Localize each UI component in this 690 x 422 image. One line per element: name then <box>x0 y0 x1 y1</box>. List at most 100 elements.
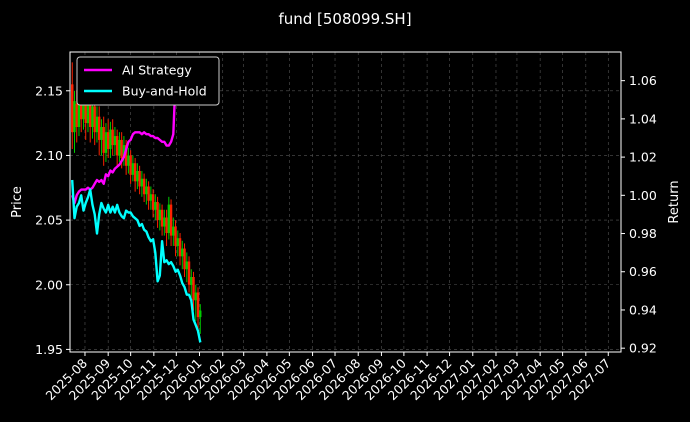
y-tick-label: 2.05 <box>35 213 63 228</box>
candle-body <box>194 292 197 301</box>
candle-body <box>97 116 101 140</box>
candle-body <box>196 292 200 318</box>
candle <box>187 256 191 293</box>
candle <box>140 170 144 197</box>
candle <box>194 284 197 321</box>
candle <box>185 252 188 283</box>
candle-body <box>145 186 148 195</box>
candle-body <box>163 217 166 227</box>
candle-body <box>183 248 186 270</box>
candle <box>181 240 184 270</box>
candle-body <box>131 163 135 175</box>
candle-body <box>73 101 76 133</box>
candle-body <box>192 277 195 301</box>
candle-body <box>158 209 162 221</box>
candle <box>73 90 76 153</box>
candle-body <box>75 103 78 127</box>
y2-tick-label: 0.98 <box>629 226 657 241</box>
candle <box>176 230 180 257</box>
candle-body <box>178 238 182 257</box>
candle <box>149 186 153 210</box>
candle-body <box>138 170 141 187</box>
candle <box>109 121 112 159</box>
y2-tick-label: 0.92 <box>629 341 657 356</box>
candle <box>151 189 155 218</box>
y2-tick-label: 0.96 <box>629 264 657 279</box>
y-axis-title-return: Return <box>667 180 682 223</box>
candle <box>145 178 148 205</box>
legend-label-buy-and-hold: Buy-and-Hold <box>122 84 207 99</box>
candle <box>192 271 195 311</box>
y2-tick-label: 1.04 <box>629 111 657 126</box>
y-tick-label: 1.95 <box>35 342 63 357</box>
candle <box>158 203 162 231</box>
candle <box>165 209 168 246</box>
candle-body <box>167 204 171 234</box>
candle <box>133 158 137 192</box>
candle-body <box>181 248 184 257</box>
candle-body <box>95 116 99 133</box>
chart-title: fund [508099.SH] <box>278 10 411 28</box>
candle <box>100 119 103 156</box>
candle-body <box>113 136 117 146</box>
candle-body <box>147 186 150 201</box>
candle-body <box>71 84 74 133</box>
candle-body <box>165 217 168 234</box>
y-tick-label: 2.15 <box>35 83 63 98</box>
candle <box>156 196 159 228</box>
candle-body <box>82 103 85 120</box>
candle-body <box>84 103 87 124</box>
candle-body <box>89 97 92 127</box>
candle <box>138 165 141 195</box>
candle-body <box>93 106 96 133</box>
candle-body <box>160 209 164 227</box>
candle-body <box>199 310 202 318</box>
candle <box>97 106 101 156</box>
candle <box>167 196 171 240</box>
candle <box>127 147 130 174</box>
candle-body <box>136 170 139 182</box>
candle <box>91 101 94 139</box>
candle <box>142 173 146 202</box>
candle <box>95 106 99 143</box>
candle-body <box>100 127 103 140</box>
candle-body <box>185 261 188 270</box>
candle <box>71 62 74 149</box>
candle-body <box>133 163 137 182</box>
candle <box>115 129 119 166</box>
candle-body <box>122 145 126 159</box>
candle <box>190 269 193 298</box>
candle-body <box>172 226 175 236</box>
candle <box>129 150 132 184</box>
candle <box>102 116 105 166</box>
candle <box>111 119 114 156</box>
candlestick-series <box>71 62 202 334</box>
y-tick-label: 2.10 <box>35 148 63 163</box>
candle-body <box>169 204 173 236</box>
candle-body <box>86 97 90 124</box>
legend: AI Strategy Buy-and-Hold <box>76 56 220 106</box>
candle <box>163 209 166 236</box>
candle-body <box>156 202 159 221</box>
y2-tick-label: 1.06 <box>629 73 657 88</box>
candle <box>131 155 135 182</box>
series-line-buy-and-hold <box>71 179 202 343</box>
candle <box>136 163 139 190</box>
candle-body <box>129 155 132 175</box>
candle-body <box>120 139 123 159</box>
candle-body <box>106 132 110 149</box>
candle-body <box>77 90 81 127</box>
candle <box>106 119 110 159</box>
legend-box <box>76 56 220 106</box>
candle <box>174 220 177 257</box>
candle-body <box>102 127 105 153</box>
candle <box>183 243 186 277</box>
candle <box>118 132 121 162</box>
candle <box>154 194 157 221</box>
candle <box>196 287 200 331</box>
candle-body <box>124 145 128 166</box>
candle <box>122 136 126 166</box>
candle <box>147 181 150 210</box>
y2-tick-label: 1.00 <box>629 188 657 203</box>
